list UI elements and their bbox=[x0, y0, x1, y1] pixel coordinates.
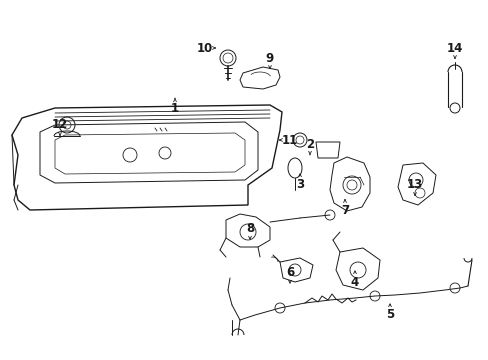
Text: 10: 10 bbox=[197, 41, 213, 54]
Text: 12: 12 bbox=[52, 118, 68, 131]
Text: 13: 13 bbox=[406, 179, 422, 192]
Text: 1: 1 bbox=[171, 102, 179, 114]
Text: 8: 8 bbox=[245, 221, 254, 234]
Text: 9: 9 bbox=[265, 51, 274, 64]
Text: 2: 2 bbox=[305, 139, 313, 152]
Text: 5: 5 bbox=[385, 309, 393, 321]
Text: 11: 11 bbox=[281, 134, 298, 147]
Text: 3: 3 bbox=[295, 179, 304, 192]
Text: 14: 14 bbox=[446, 41, 462, 54]
Text: 4: 4 bbox=[350, 275, 358, 288]
Text: 7: 7 bbox=[340, 203, 348, 216]
Text: 6: 6 bbox=[285, 266, 293, 279]
